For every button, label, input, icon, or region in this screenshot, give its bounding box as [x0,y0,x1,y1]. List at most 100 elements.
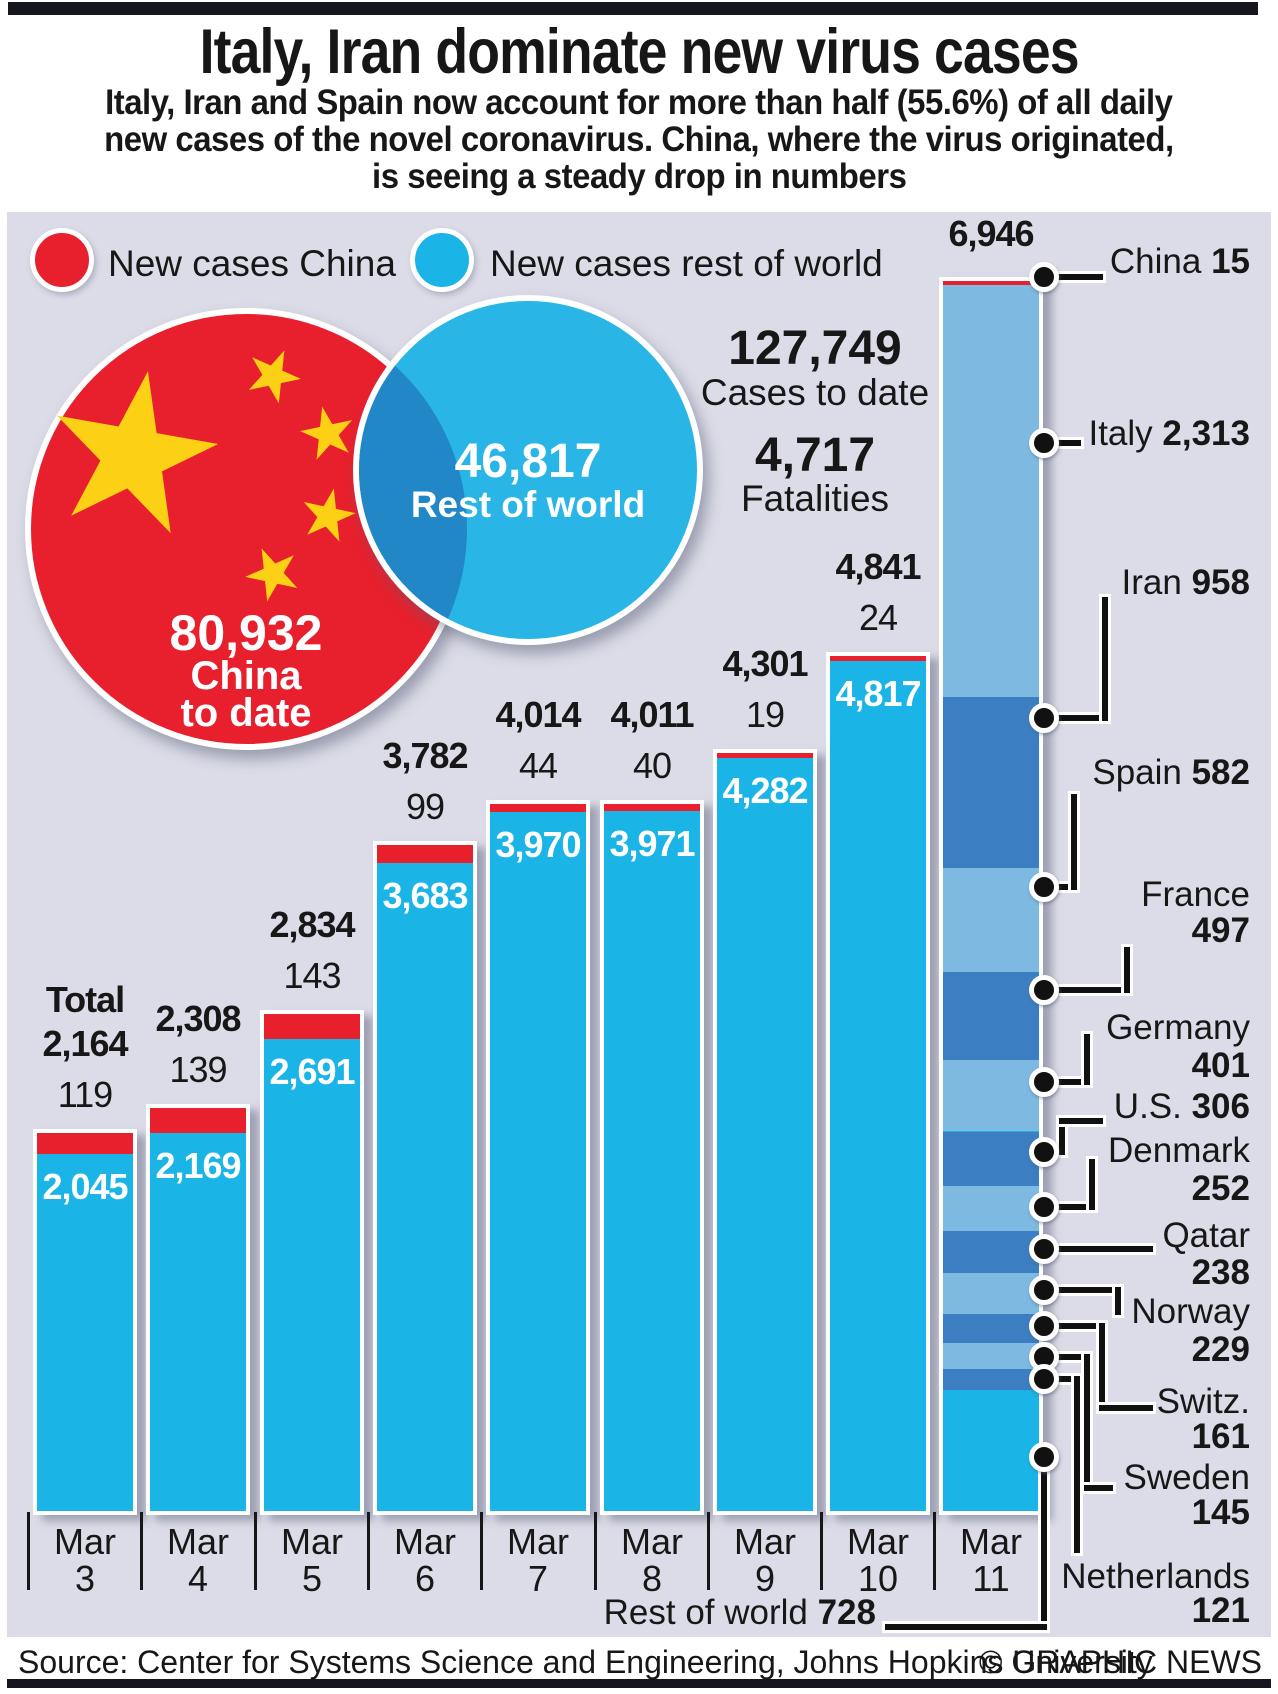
leader-dot-spain-icon [1029,872,1059,902]
axis-label-month-3: Mar [54,1521,116,1562]
leader-dot-iran-icon [1029,703,1059,733]
axis-label-day-7: 7 [527,1558,549,1599]
country-value-denmark: 252 [1191,1169,1250,1208]
leader-dot-netherlands-icon [1029,1364,1059,1394]
bar-segment-china [830,656,926,661]
bar-total-label: 4,014 [495,694,581,735]
mar11-segment-france [943,972,1039,1061]
leader-line-sweden [1084,1485,1113,1491]
bar-china-label: 24 [858,597,898,638]
bar-total-label: 2,834 [269,904,355,945]
axis-label-month-6: Mar [394,1521,456,1562]
axis-label-day-10: 10 [857,1558,899,1599]
leader-line-netherlands [1074,1376,1080,1553]
leader-dot-china-icon [1029,262,1059,292]
leader-line-restofworld [1041,1454,1047,1630]
bar-china-label: 19 [745,694,785,735]
leader-line-switz [1041,1323,1105,1329]
axis-label-day-8: 8 [641,1558,663,1599]
leader-line-us [1059,1118,1065,1155]
axis-label-month-7: Mar [507,1521,569,1562]
axis-label-day-11: 11 [972,1558,1010,1599]
axis-tick [707,1512,710,1590]
bar-china-label: 99 [405,786,445,827]
mar11-segment-iran [943,697,1039,868]
leader-line-denmark [1041,1204,1095,1210]
leader-line-norway [1041,1287,1121,1293]
axis-label-month-4: Mar [167,1521,229,1562]
bar-segment-world [717,758,813,1511]
page-subtitle: Italy, Iran and Spain now account for mo… [0,84,1278,195]
leader-line-iran [1041,715,1108,721]
bar-china-label: 119 [57,1074,113,1115]
leader-line-germany [1084,1034,1090,1085]
bar-mar-5: 2,691 [260,1010,364,1515]
leader-line-china [1041,274,1103,280]
bar-mar-10: 4,817 [826,652,930,1515]
legend-china-label: New cases China [108,243,396,284]
bar-segment-china [377,845,473,863]
credit-note: © GRAPHIC NEWS [978,1644,1262,1680]
bar-total-label: 6,946 [948,213,1034,254]
axis-tick [594,1512,597,1590]
world-total-label: Rest of world [410,484,646,525]
axis-tick [254,1512,257,1590]
leader-dot-restofworld-icon [1029,1442,1059,1472]
axis-label-day-3: 3 [74,1558,96,1599]
axis-tick [27,1512,30,1590]
bar-segment-china [490,804,586,812]
bar-mar-11 [939,277,1043,1515]
leader-line-us [1059,1118,1103,1124]
leader-line-iran [1102,597,1108,721]
leader-line-switz [1099,1405,1153,1411]
bar-total-label: 2,308 [155,998,241,1039]
bottom-rule [7,1679,1271,1688]
bar-value-world: 4,282 [722,770,808,811]
bar-mar-3: 2,045 [33,1129,137,1515]
china-total-label-2: to date [180,691,312,735]
bar-china-label: 44 [518,745,558,786]
axis-label-day-6: 6 [414,1558,436,1599]
bar-value-world: 2,045 [42,1166,128,1207]
axis-label-month-8: Mar [621,1521,683,1562]
world-total-circle: 46,817 Rest of world [353,295,703,645]
country-label-iran: Iran 958 [1121,563,1250,602]
bar-segment-world [150,1133,246,1511]
axis-tick [367,1512,370,1590]
leader-line-france [1124,947,1130,993]
country-label-italy: Italy 2,313 [1088,414,1250,453]
china-total-value: 80,932 [169,605,323,661]
country-label-us: U.S. 306 [1113,1087,1250,1126]
leader-line-netherlands [1041,1376,1080,1382]
country-label-restofworld: Rest of world 728 [603,1593,876,1632]
bar-segment-world [490,812,586,1511]
country-label-qatar: Qatar [1162,1216,1250,1255]
country-label-france: France [1141,875,1250,914]
leader-line-qatar [1041,1246,1153,1252]
source-note: Source: Center for Systems Science and E… [18,1644,1153,1680]
venn-overlap-clip [359,301,697,639]
leader-line-denmark [1089,1159,1095,1210]
bar-mar-9: 4,282 [713,749,817,1515]
subtitle-line-2: new cases of the novel coronavirus. Chin… [104,120,1174,159]
axis-label-day-5: 5 [301,1558,323,1599]
leader-line-germany [1041,1079,1090,1085]
bar-china-label: 143 [283,955,341,996]
mar11-segment-netherlands [943,1369,1039,1391]
world-total-value: 46,817 [454,435,602,488]
leader-line-sweden [1084,1354,1090,1491]
mar11-segment-denmark [943,1186,1039,1231]
axis-label-day-4: 4 [187,1558,209,1599]
subtitle-line-3: is seeing a steady drop in numbers [371,157,907,196]
leader-dot-germany-icon [1029,1067,1059,1097]
leader-line-norway [1115,1287,1121,1315]
axis-label-month-9: Mar [734,1521,796,1562]
mar11-segment-restofworld [943,1390,1039,1511]
leader-dot-denmark-icon [1029,1192,1059,1222]
mar11-segment-norway [943,1273,1039,1314]
bar-segment-china [604,804,700,811]
bar-total-label: 4,011 [610,694,694,735]
subtitle-line-1: Italy, Iran and Spain now account for mo… [105,83,1173,122]
axis-tick [140,1512,143,1590]
mar11-segment-sweden [943,1343,1039,1369]
